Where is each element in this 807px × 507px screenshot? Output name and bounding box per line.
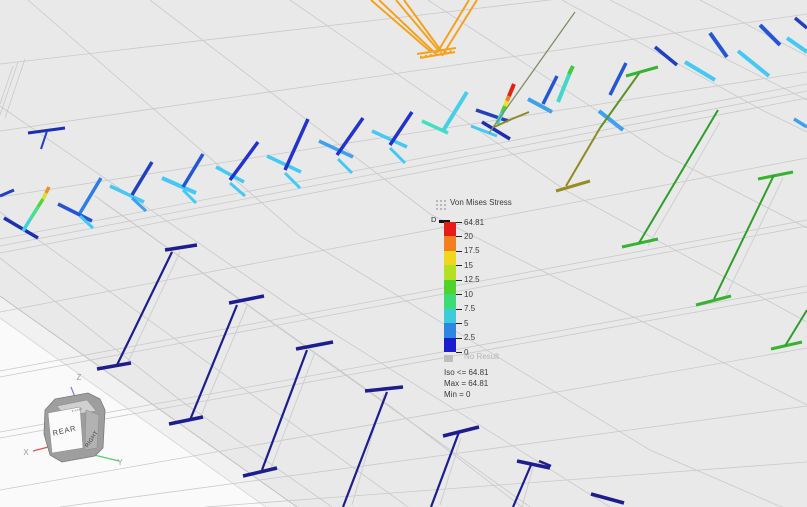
legend-range-marker[interactable] <box>439 220 450 223</box>
legend-range-marker-label[interactable]: D <box>431 215 437 224</box>
view-cube-label: TOP <box>71 407 83 412</box>
axis-label-y: Y <box>117 458 123 467</box>
legend-color-segment <box>444 250 456 266</box>
legend-level-value: 20 <box>464 231 473 241</box>
view-cube-face-rear[interactable] <box>47 406 84 454</box>
legend-tick <box>456 337 462 339</box>
legend-tick <box>456 222 462 223</box>
legend-tick <box>456 250 462 252</box>
legend-drag-handle-icon[interactable] <box>436 200 438 202</box>
legend-color-segment <box>444 265 456 281</box>
legend-color-segment <box>444 294 456 310</box>
legend-tick <box>456 308 462 310</box>
selected-wireframe[interactable] <box>370 0 478 59</box>
legend-level-value: 15 <box>464 260 473 270</box>
legend-color-segment <box>444 236 456 252</box>
legend-iso-value: Iso <= 64.81 <box>444 368 489 377</box>
legend-tick <box>456 323 462 325</box>
legend-panel[interactable]: Von Mises Stress D 64.81 20 17.5 15 12.5 10 7.… <box>426 196 566 411</box>
no-result-label: No Result <box>464 352 500 361</box>
legend-level-value: 0 <box>464 347 469 357</box>
legend-level-value: 5 <box>464 318 469 328</box>
legend-level-value: 10 <box>464 289 473 299</box>
view-cube-face-right[interactable] <box>84 409 100 451</box>
legend-level-value: 64.81 <box>464 217 485 227</box>
legend-color-segment <box>444 337 456 353</box>
legend-color-segment <box>444 279 456 295</box>
legend-color-bar <box>444 222 456 353</box>
legend-level-value: 17.5 <box>464 246 480 256</box>
legend-tick <box>456 352 462 353</box>
legend-level-value: 2.5 <box>464 333 476 343</box>
legend-color-segment <box>444 222 456 237</box>
legend-color-segment <box>444 308 456 324</box>
legend-tick <box>456 279 462 281</box>
legend-min-value: Min = 0 <box>444 390 471 399</box>
legend-tick <box>456 265 462 267</box>
legend-color-segment <box>444 323 456 339</box>
legend-title: Von Mises Stress <box>450 198 512 207</box>
legend-max-value: Max = 64.81 <box>444 379 489 388</box>
no-result-swatch <box>444 355 453 362</box>
legend-level-value: 7.5 <box>464 304 476 314</box>
legend-tick <box>456 236 462 238</box>
legend-tick <box>456 294 462 296</box>
axis-label-z: Z <box>77 373 82 382</box>
legend-level-value: 12.5 <box>464 275 480 285</box>
axis-label-x: X <box>23 448 29 457</box>
beam-elements[interactable] <box>0 11 807 507</box>
